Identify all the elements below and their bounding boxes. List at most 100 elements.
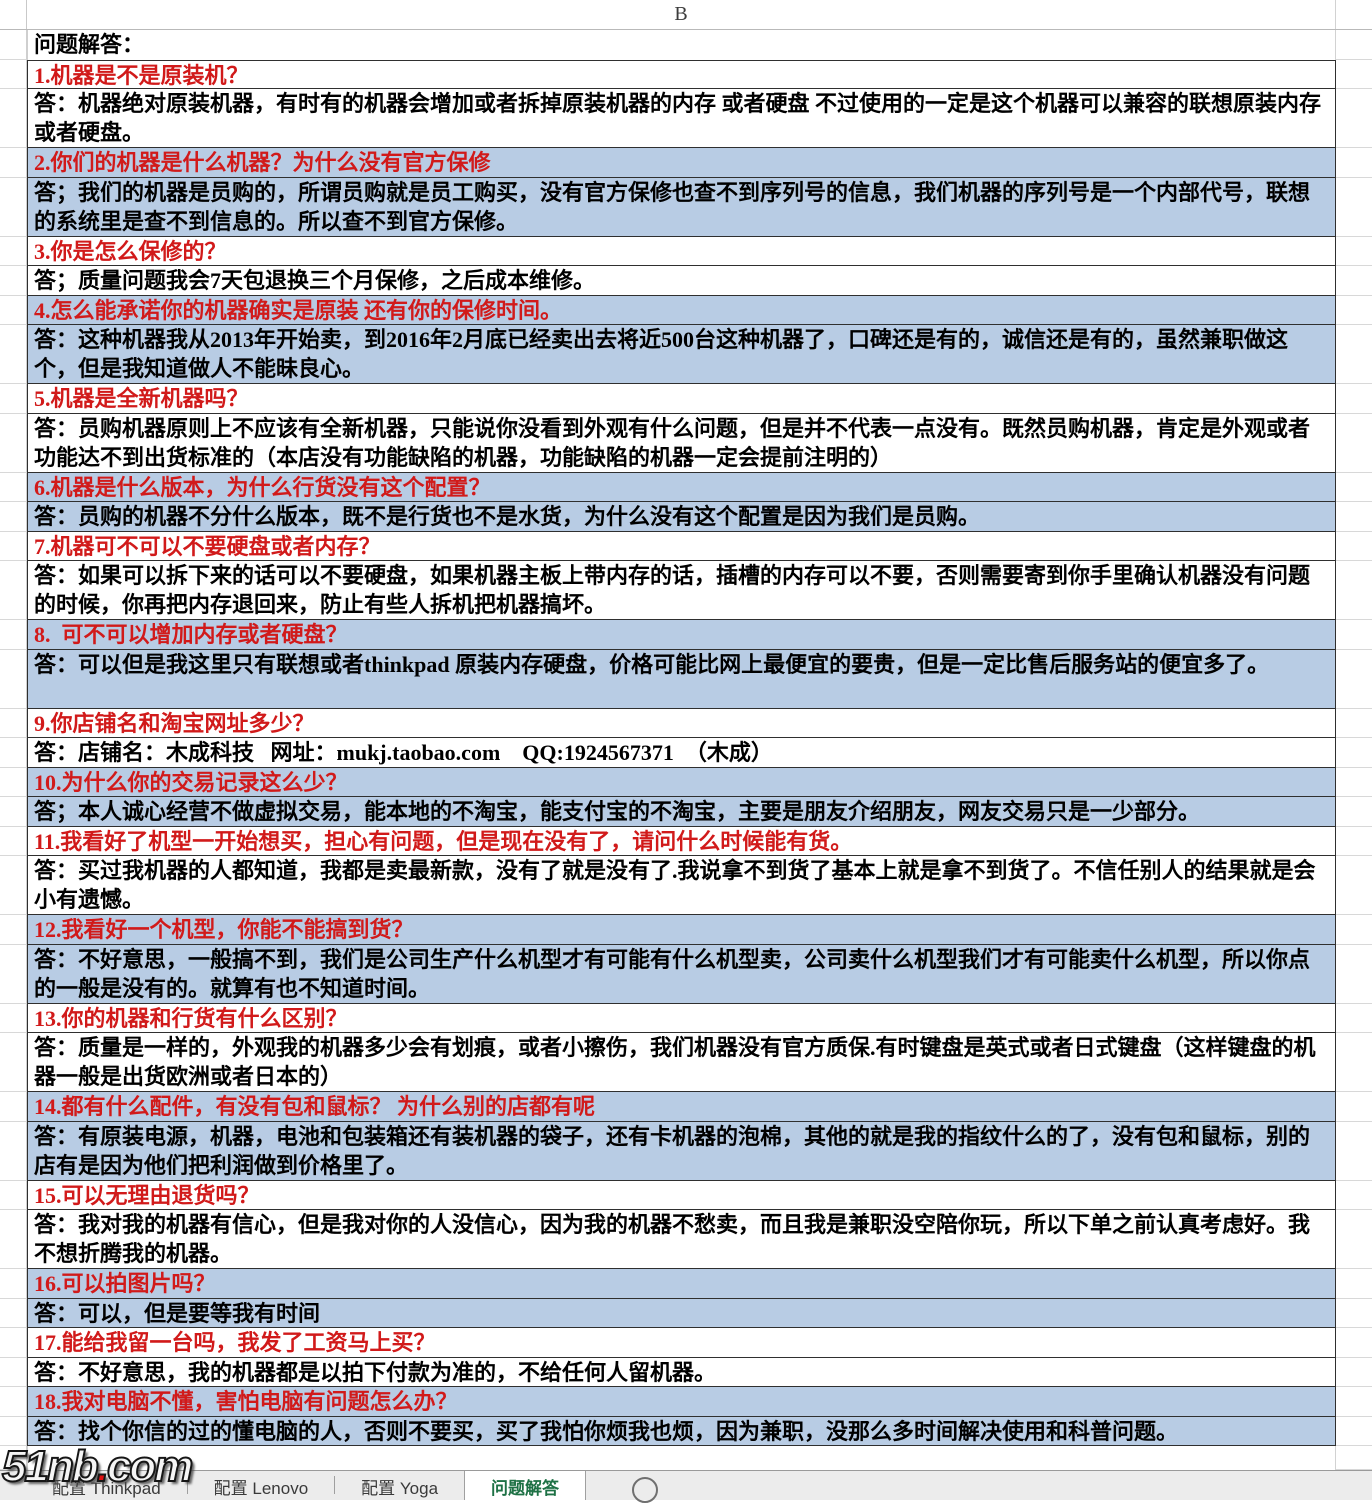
row-stub-cell[interactable] (0, 59, 27, 89)
row-stub-cell[interactable] (0, 1387, 27, 1417)
question-cell-12[interactable]: 12.我看好一个机型，你能不能搞到货？ (27, 915, 1336, 945)
sheet-row: 14.都有什么配件，有没有包和鼠标？ 为什么别的店都有呢 (0, 1092, 1372, 1122)
row-stub-cell[interactable] (0, 649, 27, 709)
row-stub-cell[interactable] (0, 767, 27, 797)
grid-filler-cell (1336, 826, 1372, 856)
row-stub-cell[interactable] (0, 1298, 27, 1328)
tab-separator (334, 1476, 336, 1494)
sheet-row: 答：买过我机器的人都知道，我都是卖最新款，没有了就是没有了.我说拿不到货了基本上… (0, 856, 1372, 915)
sheet-row: 12.我看好一个机型，你能不能搞到货？ (0, 915, 1372, 945)
row-stub-cell[interactable] (0, 708, 27, 738)
empty-cell[interactable] (27, 1446, 1336, 1471)
row-stub-cell[interactable] (0, 177, 27, 237)
row-stub-cell[interactable] (0, 1210, 27, 1269)
answer-cell-4[interactable]: 答：这种机器我从2013年开始卖，到2016年2月底已经卖出去将近500台这种机… (27, 325, 1336, 384)
answer-cell-17[interactable]: 答：不好意思，我的机器都是以拍下付款为准的，不给任何人留机器。 (27, 1357, 1336, 1387)
row-stub-cell[interactable] (0, 1357, 27, 1387)
answer-cell-2[interactable]: 答；我们的机器是员购的，所谓员购就是员工购买，没有官方保修也查不到序列号的信息，… (27, 177, 1336, 237)
sheet-row: 18.我对电脑不懂，害怕电脑有问题怎么办？ (0, 1387, 1372, 1417)
sheet-row: 答：店铺名：木成科技 网址：mukj.taobao.com QQ:1924567… (0, 738, 1372, 768)
question-cell-13[interactable]: 13.你的机器和行货有什么区别？ (27, 1003, 1336, 1033)
row-stub-cell[interactable] (0, 1003, 27, 1033)
intro-cell[interactable]: 问题解答： (27, 30, 1336, 60)
row-stub-cell[interactable] (0, 620, 27, 650)
row-stub-cell[interactable] (0, 30, 27, 60)
row-stub-cell[interactable] (0, 384, 27, 414)
answer-cell-7[interactable]: 答：如果可以拆下来的话可以不要硬盘，如果机器主板上带内存的话，插槽的内存可以不要… (27, 561, 1336, 620)
row-stub-cell[interactable] (0, 738, 27, 768)
row-stub-cell[interactable] (0, 856, 27, 915)
sheet-row: 答：找个你信的过的懂电脑的人，否则不要买，买了我怕你烦我也烦，因为兼职，没那么多… (0, 1416, 1372, 1446)
grid-filler-cell (1336, 1298, 1372, 1328)
row-stub-cell[interactable] (0, 1328, 27, 1358)
row-stub-cell[interactable] (0, 826, 27, 856)
row-stub-cell[interactable] (0, 1180, 27, 1210)
row-stub-cell[interactable] (0, 325, 27, 384)
question-cell-14[interactable]: 14.都有什么配件，有没有包和鼠标？ 为什么别的店都有呢 (27, 1092, 1336, 1122)
row-stub-cell[interactable] (0, 295, 27, 325)
new-sheet-button[interactable] (632, 1471, 659, 1503)
column-b-header[interactable]: B (27, 0, 1336, 29)
answer-cell-9[interactable]: 答：店铺名：木成科技 网址：mukj.taobao.com QQ:1924567… (27, 738, 1336, 768)
row-stub-cell[interactable] (0, 1033, 27, 1092)
answer-cell-14[interactable]: 答：有原装电源，机器，电池和包装箱还有装机器的袋子，还有卡机器的泡棉，其他的就是… (27, 1121, 1336, 1181)
answer-cell-1[interactable]: 答：机器绝对原装机器，有时有的机器会增加或者拆掉原装机器的内存 或者硬盘 不过使… (27, 89, 1336, 148)
question-cell-7[interactable]: 7.机器可不可以不要硬盘或者内存？ (27, 531, 1336, 561)
sheet-row: 9.你店铺名和淘宝网址多少？ (0, 708, 1372, 738)
grid-filler-cell (1336, 266, 1372, 296)
question-cell-5[interactable]: 5.机器是全新机器吗？ (27, 384, 1336, 414)
row-stub-cell[interactable] (0, 266, 27, 296)
question-cell-18[interactable]: 18.我对电脑不懂，害怕电脑有问题怎么办？ (27, 1387, 1336, 1417)
question-cell-2[interactable]: 2.你们的机器是什么机器？为什么没有官方保修 (27, 148, 1336, 178)
tab-label: 配置 Yoga (361, 1479, 439, 1498)
sheet-row: 3.你是怎么保修的？ (0, 236, 1372, 266)
grid-filler-cell (1336, 177, 1372, 237)
row-stub-cell[interactable] (0, 413, 27, 473)
row-stub-cell[interactable] (0, 89, 27, 148)
row-stub-cell[interactable] (0, 148, 27, 178)
row-stub-cell[interactable] (0, 531, 27, 561)
row-stub-cell[interactable] (0, 1092, 27, 1122)
answer-cell-10[interactable]: 答；本人诚心经营不做虚拟交易，能本地的不淘宝，能支付宝的不淘宝，主要是朋友介绍朋… (27, 797, 1336, 827)
question-cell-17[interactable]: 17.能给我留一台吗，我发了工资马上买？ (27, 1328, 1336, 1358)
grid-filler-cell (1336, 915, 1372, 945)
answer-cell-11[interactable]: 答：买过我机器的人都知道，我都是卖最新款，没有了就是没有了.我说拿不到货了基本上… (27, 856, 1336, 915)
question-cell-3[interactable]: 3.你是怎么保修的？ (27, 236, 1336, 266)
row-stub-cell[interactable] (0, 1121, 27, 1181)
answer-cell-16[interactable]: 答：可以，但是要等我有时间 (27, 1298, 1336, 1328)
tab-qa-active[interactable]: 问题解答 (464, 1471, 587, 1500)
row-stub-cell[interactable] (0, 472, 27, 502)
row-stub-cell[interactable] (0, 1446, 27, 1471)
sheet-row: 答；质量问题我会7天包退换三个月保修，之后成本维修。 (0, 266, 1372, 296)
question-cell-6[interactable]: 6.机器是什么版本，为什么行货没有这个配置？ (27, 472, 1336, 502)
question-cell-16[interactable]: 16.可以拍图片吗？ (27, 1269, 1336, 1299)
answer-cell-15[interactable]: 答：我对我的机器有信心，但是我对你的人没信心，因为我的机器不愁卖，而且我是兼职没… (27, 1210, 1336, 1269)
answer-cell-18[interactable]: 答：找个你信的过的懂电脑的人，否则不要买，买了我怕你烦我也烦，因为兼职，没那么多… (27, 1416, 1336, 1446)
row-stub-cell[interactable] (0, 944, 27, 1004)
answer-cell-12[interactable]: 答：不好意思，一般搞不到，我们是公司生产什么机型才有可能有什么机型卖，公司卖什么… (27, 944, 1336, 1004)
question-cell-11[interactable]: 11.我看好了机型一开始想买，担心有问题，但是现在没有了，请问什么时候能有货。 (27, 826, 1336, 856)
row-stub-cell[interactable] (0, 561, 27, 620)
question-cell-8[interactable]: 8. 可不可以增加内存或者硬盘？ (27, 620, 1336, 650)
answer-cell-8[interactable]: 答：可以但是我这里只有联想或者thinkpad 原装内存硬盘，价格可能比网上最便… (27, 649, 1336, 709)
sheet-tab-bar: 配置 Thinkpad 配置 Lenovo 配置 Yoga 问题解答 (0, 1470, 1372, 1503)
row-stub-cell[interactable] (0, 797, 27, 827)
sheet-row: 5.机器是全新机器吗？ (0, 384, 1372, 414)
row-stub-cell[interactable] (0, 915, 27, 945)
row-stub-cell[interactable] (0, 1269, 27, 1299)
row-stub-cell[interactable] (0, 502, 27, 532)
answer-cell-5[interactable]: 答：员购机器原则上不应该有全新机器，只能说你没看到外观有什么问题，但是并不代表一… (27, 413, 1336, 473)
row-stub-cell[interactable] (0, 1416, 27, 1446)
question-cell-4[interactable]: 4.怎么能承诺你的机器确实是原装 还有你的保修时间。 (27, 295, 1336, 325)
question-cell-9[interactable]: 9.你店铺名和淘宝网址多少？ (27, 708, 1336, 738)
answer-cell-13[interactable]: 答：质量是一样的，外观我的机器多少会有划痕，或者小擦伤，我们机器没有官方质保.有… (27, 1033, 1336, 1092)
tab-config-yoga[interactable]: 配置 Yoga (335, 1471, 464, 1500)
question-cell-1[interactable]: 1.机器是不是原装机？ (27, 59, 1336, 89)
row-stub-cell[interactable] (0, 236, 27, 266)
answer-cell-3[interactable]: 答；质量问题我会7天包退换三个月保修，之后成本维修。 (27, 266, 1336, 296)
answer-cell-6[interactable]: 答：员购的机器不分什么版本，既不是行货也不是水货，为什么没有这个配置是因为我们是… (27, 502, 1336, 532)
question-cell-10[interactable]: 10.为什么你的交易记录这么少？ (27, 767, 1336, 797)
tab-config-lenovo[interactable]: 配置 Lenovo (188, 1471, 335, 1500)
grid-filler-cell (1336, 472, 1372, 502)
question-cell-15[interactable]: 15.可以无理由退货吗？ (27, 1180, 1336, 1210)
